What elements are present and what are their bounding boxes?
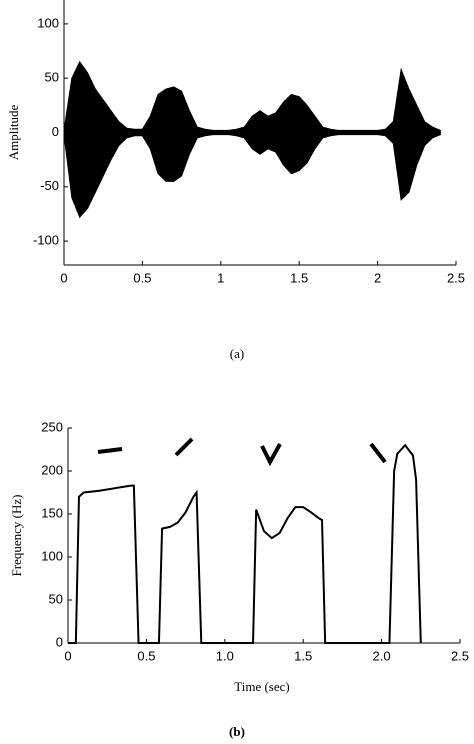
y-tick-label: 150 xyxy=(41,505,63,520)
x-tick-label: 2.5 xyxy=(451,648,469,663)
tone-marks xyxy=(97,437,387,467)
tone-mark xyxy=(260,443,282,467)
x-tick-label: 2.0 xyxy=(373,648,391,663)
y-tick-label: 200 xyxy=(41,462,63,477)
x-tick-label: 1.5 xyxy=(290,270,308,285)
y-tick-label: -100 xyxy=(33,233,59,248)
x-tick-label: 0.5 xyxy=(137,648,155,663)
x-tick-label: 0 xyxy=(64,648,71,663)
y-tick-label: 250 xyxy=(41,419,63,434)
x-tick-label: 0.5 xyxy=(133,270,151,285)
y-tick-label: 50 xyxy=(49,591,63,606)
x-tick-label: 1.5 xyxy=(294,648,312,663)
x-tick-label: 1.0 xyxy=(216,648,234,663)
y-tick-label: -50 xyxy=(40,178,59,193)
x-axis-label: Time (sec) xyxy=(234,679,290,694)
x-tick-label: 2.5 xyxy=(447,270,465,285)
x-tick-label: 0 xyxy=(60,270,67,285)
waveform-area xyxy=(63,60,441,133)
y-tick-label: 100 xyxy=(37,15,59,30)
y-tick-label: 0 xyxy=(52,124,59,139)
waveform-area xyxy=(63,132,441,219)
tone-mark xyxy=(97,447,123,454)
caption: (b) xyxy=(229,724,245,739)
y-tick-label: 50 xyxy=(45,70,59,85)
y-axis-label: Frequency (Hz) xyxy=(9,495,24,577)
caption: (a) xyxy=(230,346,244,361)
x-tick-label: 2 xyxy=(374,270,381,285)
y-tick-label: 0 xyxy=(56,634,63,649)
tone-mark xyxy=(174,437,194,457)
x-tick-label: 1 xyxy=(217,270,224,285)
tone-mark xyxy=(369,442,387,464)
pitch-line xyxy=(68,443,422,644)
y-tick-label: 100 xyxy=(41,548,63,563)
y-axis-label: Amplitude xyxy=(6,104,21,160)
